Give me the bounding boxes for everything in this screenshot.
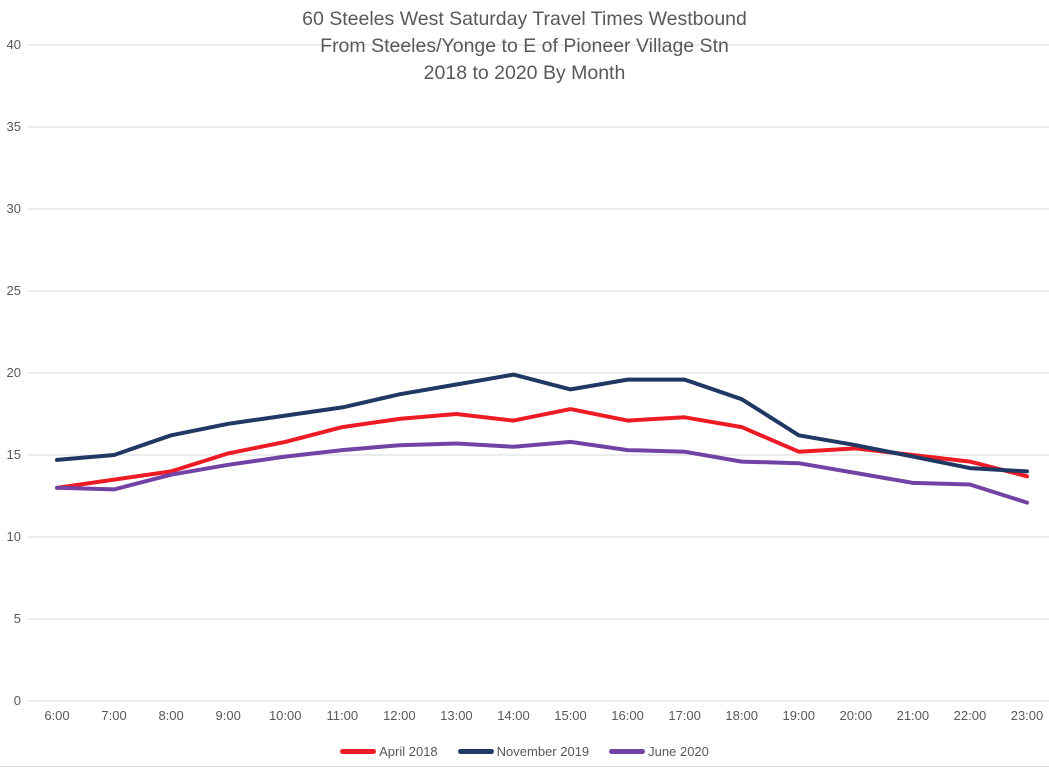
- series-line-april-2018: [55, 407, 1029, 490]
- legend-item-june-2020: June 2020: [609, 744, 709, 759]
- y-axis-tick-label-15: 15: [6, 447, 21, 462]
- x-axis-tick-label-1000: 10:00: [268, 708, 302, 723]
- x-axis-tick-label-2100: 21:00: [896, 708, 930, 723]
- chart-legend: April 2018 November 2019 June 2020: [0, 744, 1049, 759]
- y-axis-tick-label-40: 40: [6, 37, 21, 52]
- y-axis-labels: 0 5 10 15 20 25 30 35 40: [0, 0, 21, 770]
- x-axis-tick-label-1900: 19:00: [782, 708, 816, 723]
- x-axis-tick-label-600: 6:00: [44, 708, 70, 723]
- x-axis-tick-label-1500: 15:00: [554, 708, 587, 723]
- chart-bottom-border: [0, 766, 1049, 767]
- x-axis-tick-label-800: 8:00: [158, 708, 184, 723]
- legend-item-april-2018: April 2018: [340, 744, 438, 759]
- legend-label-november-2019: November 2019: [496, 744, 590, 759]
- legend-label-april-2018: April 2018: [379, 744, 438, 759]
- x-axis-tick-label-1400: 14:00: [497, 708, 530, 723]
- y-axis-tick-label-10: 10: [6, 529, 21, 544]
- x-axis-tick-label-2300: 23:00: [1010, 708, 1044, 723]
- legend-item-november-2019: November 2019: [457, 744, 590, 759]
- x-axis-labels: 6:00 7:00 8:00 9:00 10:00 11:00 12:00 13:00 14:0…: [0, 708, 1049, 728]
- x-axis-tick-label-1300: 13:00: [440, 708, 473, 723]
- x-axis-tick-label-2200: 22:00: [953, 708, 987, 723]
- y-axis-tick-label-30: 30: [6, 201, 21, 216]
- y-axis-tick-label-0: 0: [13, 693, 21, 708]
- x-axis-tick-label-1100: 11:00: [326, 708, 359, 723]
- y-axis-tick-label-20: 20: [6, 365, 21, 380]
- y-axis-tick-label-25: 25: [6, 283, 21, 298]
- series-line-november-2019: [55, 372, 1029, 474]
- x-axis-tick-label-700: 7:00: [101, 708, 127, 723]
- legend-line-swatch-november-2019: [457, 749, 494, 754]
- series-line-june-2020: [55, 439, 1029, 505]
- x-axis-tick-label-2000: 20:00: [839, 708, 873, 723]
- x-axis-tick-label-1600: 16:00: [611, 708, 644, 723]
- x-axis-tick-label-1200: 12:00: [383, 708, 416, 723]
- y-axis-tick-label-35: 35: [6, 119, 21, 134]
- legend-line-swatch-june-2020: [609, 749, 646, 754]
- x-axis-tick-label-900: 9:00: [215, 708, 241, 723]
- legend-line-swatch-april-2018: [340, 749, 377, 754]
- legend-label-june-2020: June 2020: [648, 744, 709, 759]
- y-axis-tick-label-5: 5: [13, 611, 21, 626]
- x-axis-tick-label-1800: 18:00: [725, 708, 758, 723]
- x-axis-tick-label-1700: 17:00: [668, 708, 701, 723]
